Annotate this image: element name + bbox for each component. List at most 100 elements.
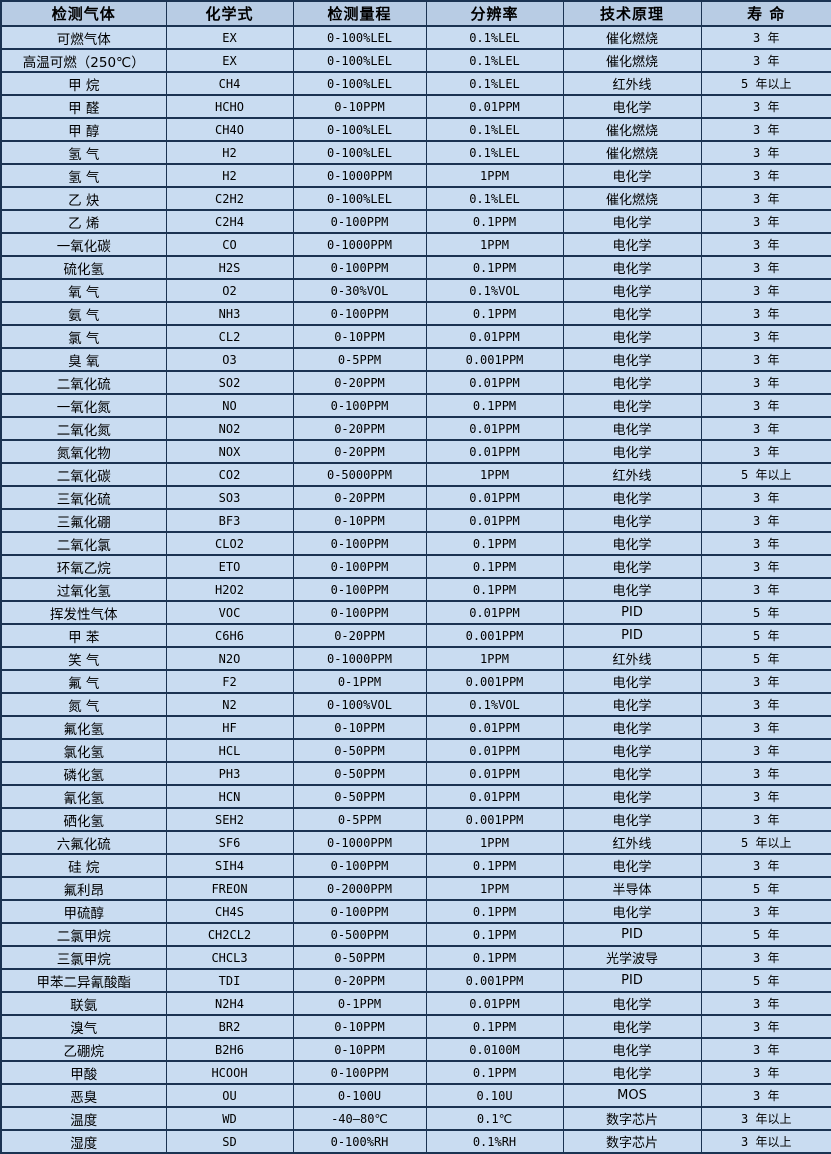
table-cell: 氟 气 [0,669,167,694]
table-cell: 0-100PPM [292,554,427,579]
table-cell: 硫化氢 [0,255,167,280]
table-cell: WD [165,1106,294,1131]
table-cell: 一氧化碳 [0,232,167,257]
table-cell: 0.01PPM [425,761,564,786]
table-cell: 0-100PPM [292,600,427,625]
table-row: 可燃气体 EX 0-100%LEL 0.1%LEL 催化燃烧 3 年 [0,25,831,50]
table-cell: 氟利昂 [0,876,167,901]
table-cell: 3 年 [700,48,831,73]
table-row: 溴气 BR2 0-10PPM 0.1PPM 电化学 3 年 [0,1014,831,1039]
table-cell: 0-100%LEL [292,140,427,165]
table-cell: FREON [165,876,294,901]
table-row: 二氧化氮 NO2 0-20PPM 0.01PPM 电化学 3 年 [0,416,831,441]
table-cell: 0-100%LEL [292,71,427,96]
table-cell: 二氧化碳 [0,462,167,487]
table-row: 臭 氧 O3 0-5PPM 0.001PPM 电化学 3 年 [0,347,831,372]
table-cell: 1PPM [425,646,564,671]
table-cell: 0-50PPM [292,738,427,763]
table-cell: 氮 气 [0,692,167,717]
table-cell: 氯 气 [0,324,167,349]
table-cell: 0.1PPM [425,554,564,579]
table-cell: 3 年 [700,784,831,809]
table-cell: 氰化氢 [0,784,167,809]
table-cell: TDI [165,968,294,993]
table-cell: 0-10PPM [292,1037,427,1062]
table-cell: 3 年 [700,94,831,119]
table-cell: 电化学 [562,1037,702,1062]
table-row: 硅 烷 SIH4 0-100PPM 0.1PPM 电化学 3 年 [0,853,831,878]
table-cell: 二氧化氮 [0,416,167,441]
table-cell: 硅 烷 [0,853,167,878]
table-cell: 5 年 [700,876,831,901]
table-cell: 0-20PPM [292,439,427,464]
table-cell: 0.1PPM [425,531,564,556]
table-row: 氯 气 CL2 0-10PPM 0.01PPM 电化学 3 年 [0,324,831,349]
table-cell: 3 年 [700,1083,831,1108]
table-cell: 甲 烷 [0,71,167,96]
table-cell: CHCL3 [165,945,294,970]
table-cell: SEH2 [165,807,294,832]
table-row: 氟利昂 FREON 0-2000PPM 1PPM 半导体 5 年 [0,876,831,901]
table-cell: 甲 醛 [0,94,167,119]
table-cell: 3 年 [700,140,831,165]
table-cell: 半导体 [562,876,702,901]
table-cell: 3 年 [700,1014,831,1039]
table-cell: 催化燃烧 [562,25,702,50]
table-cell: 0-5000PPM [292,462,427,487]
table-cell: 0.1%LEL [425,140,564,165]
table-cell: 电化学 [562,508,702,533]
table-cell: H2S [165,255,294,280]
header-cell: 检测量程 [292,0,427,27]
table-cell: CLO2 [165,531,294,556]
table-cell: 0.01PPM [425,991,564,1016]
table-cell: 电化学 [562,232,702,257]
table-cell: 3 年 [700,416,831,441]
table-cell: 3 年 [700,531,831,556]
table-cell: 3 年 [700,117,831,142]
table-cell: VOC [165,600,294,625]
table-cell: -40—80℃ [292,1106,427,1131]
table-cell: BR2 [165,1014,294,1039]
table-cell: 红外线 [562,71,702,96]
table-cell: 0-1000PPM [292,163,427,188]
table-cell: 氧 气 [0,278,167,303]
table-cell: 5 年 [700,922,831,947]
table-cell: 0-1PPM [292,991,427,1016]
table-cell: 电化学 [562,761,702,786]
table-row: 二氧化氯 CLO2 0-100PPM 0.1PPM 电化学 3 年 [0,531,831,556]
table-cell: CL2 [165,324,294,349]
table-row: 氰化氢 HCN 0-50PPM 0.01PPM 电化学 3 年 [0,784,831,809]
table-row: 甲硫醇 CH4S 0-100PPM 0.1PPM 电化学 3 年 [0,899,831,924]
table-cell: 3 年 [700,853,831,878]
table-cell: 3 年 [700,715,831,740]
table-cell: PID [562,623,702,648]
table-cell: 0-100PPM [292,209,427,234]
table-cell: 1PPM [425,876,564,901]
table-cell: 3 年 [700,738,831,763]
table-cell: 0.1PPM [425,301,564,326]
table-cell: 红外线 [562,830,702,855]
table-row: 甲 苯 C6H6 0-20PPM 0.001PPM PID 5 年 [0,623,831,648]
table-cell: 可燃气体 [0,25,167,50]
table-cell: 乙硼烷 [0,1037,167,1062]
table-cell: 0.01PPM [425,485,564,510]
table-cell: 3 年 [700,899,831,924]
table-cell: 环氧乙烷 [0,554,167,579]
table-cell: 0-100U [292,1083,427,1108]
table-cell: 0.1%LEL [425,186,564,211]
table-cell: N2H4 [165,991,294,1016]
table-cell: 0.1PPM [425,922,564,947]
table-cell: 0-50PPM [292,761,427,786]
table-cell: 电化学 [562,807,702,832]
table-cell: 电化学 [562,692,702,717]
table-cell: 3 年 [700,554,831,579]
table-cell: 0.10U [425,1083,564,1108]
table-row: 温度 WD -40—80℃ 0.1℃ 数字芯片 3 年以上 [0,1106,831,1131]
table-cell: 0-100PPM [292,531,427,556]
table-cell: O2 [165,278,294,303]
table-cell: 过氧化氢 [0,577,167,602]
table-cell: 氟化氢 [0,715,167,740]
table-cell: 0.01PPM [425,94,564,119]
table-cell: 0-1000PPM [292,232,427,257]
table-cell: 0.1%VOL [425,692,564,717]
